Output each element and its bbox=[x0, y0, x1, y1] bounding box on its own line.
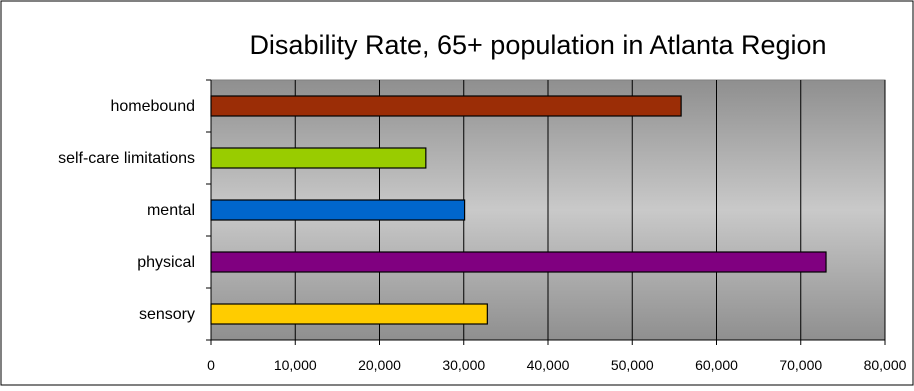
x-tick-label: 40,000 bbox=[527, 357, 570, 373]
category-label: mental bbox=[147, 202, 195, 219]
y-axis: homebound self-care limitations mental phys… bbox=[58, 79, 212, 341]
bar-homebound bbox=[210, 95, 682, 117]
x-tick-label: 0 bbox=[207, 357, 215, 373]
category-label: homebound bbox=[110, 98, 195, 115]
chart-title: Disability Rate, 65+ population in Atlan… bbox=[249, 30, 826, 60]
bar-physical bbox=[210, 251, 827, 273]
category-label: sensory bbox=[139, 306, 195, 323]
category-label: physical bbox=[137, 254, 195, 271]
category-label: self-care limitations bbox=[58, 150, 195, 167]
bars bbox=[210, 95, 827, 325]
bar-self-care-limitations bbox=[210, 147, 427, 169]
bar-sensory bbox=[210, 303, 488, 325]
x-tick-label: 80,000 bbox=[864, 357, 907, 373]
bar-mental bbox=[210, 199, 466, 221]
x-tick-label: 20,000 bbox=[358, 357, 401, 373]
x-tick-label: 30,000 bbox=[442, 357, 485, 373]
x-tick-label: 60,000 bbox=[695, 357, 738, 373]
x-axis: 0 10,000 20,000 30,000 40,000 50,000 60,000 70,… bbox=[207, 339, 907, 373]
x-tick-label: 50,000 bbox=[611, 357, 654, 373]
x-tick-label: 70,000 bbox=[779, 357, 822, 373]
x-tick-label: 10,000 bbox=[274, 357, 317, 373]
